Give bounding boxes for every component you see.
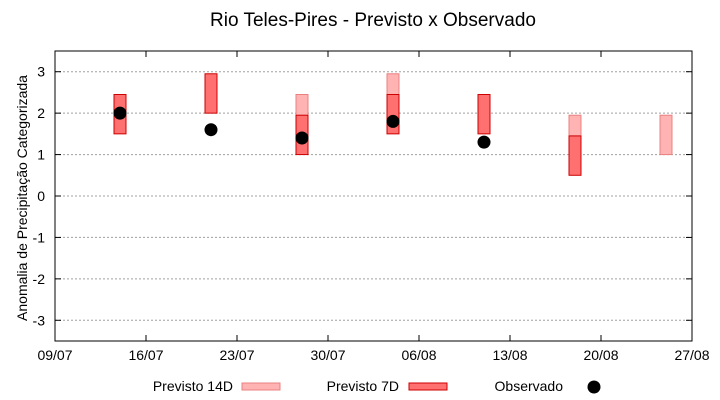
axes-layer: -3 -2 -1 0 1 2 3 09/07 16/07 23/07 30/07 06/08 13/08… [33,51,710,363]
bar-previsto-14d [568,114,582,137]
observed-point [386,114,400,128]
x-tick-label: 20/08 [583,347,618,363]
bars-layer [113,73,673,176]
observed-point [113,106,127,120]
y-tick-label: 3 [37,64,45,80]
x-tick-label: 06/08 [401,347,436,363]
points-layer [113,106,491,149]
bar-previsto-14d [386,73,400,95]
legend-marker [587,380,601,394]
observed-point [204,123,218,137]
legend-swatch [408,382,448,391]
bar-previsto-7d [568,135,582,176]
x-tick-label: 27/08 [674,347,709,363]
x-tick-label: 13/08 [492,347,527,363]
legend-label: Observado [495,378,564,394]
grid-layer [55,71,692,321]
y-tick-label: -2 [33,271,46,287]
legend: Previsto 14D Previsto 7D Observado [153,378,601,394]
y-tick-label: 1 [37,147,45,163]
bar-previsto-7d [477,94,491,135]
x-tick-label: 16/07 [128,347,163,363]
y-tick-label: -1 [33,229,46,245]
bar-previsto-14d [659,114,673,156]
observed-point [477,135,491,149]
bar-previsto-7d [204,73,218,114]
y-axis-label: Anomalia de Precipitação Categorizada [14,75,30,321]
y-tick-label: -3 [33,312,46,328]
legend-label: Previsto 14D [153,378,233,394]
bar-previsto-7d [386,94,400,135]
observed-point [295,131,309,145]
x-tick-label: 23/07 [219,347,254,363]
x-tick-label: 09/07 [37,347,72,363]
y-tick-label: 2 [37,105,45,121]
x-tick-label: 30/07 [310,347,345,363]
legend-swatch [241,382,281,391]
legend-label: Previsto 7D [327,378,399,394]
y-tick-label: 0 [37,188,45,204]
chart-title: Rio Teles-Pires - Previsto x Observado [210,10,536,31]
